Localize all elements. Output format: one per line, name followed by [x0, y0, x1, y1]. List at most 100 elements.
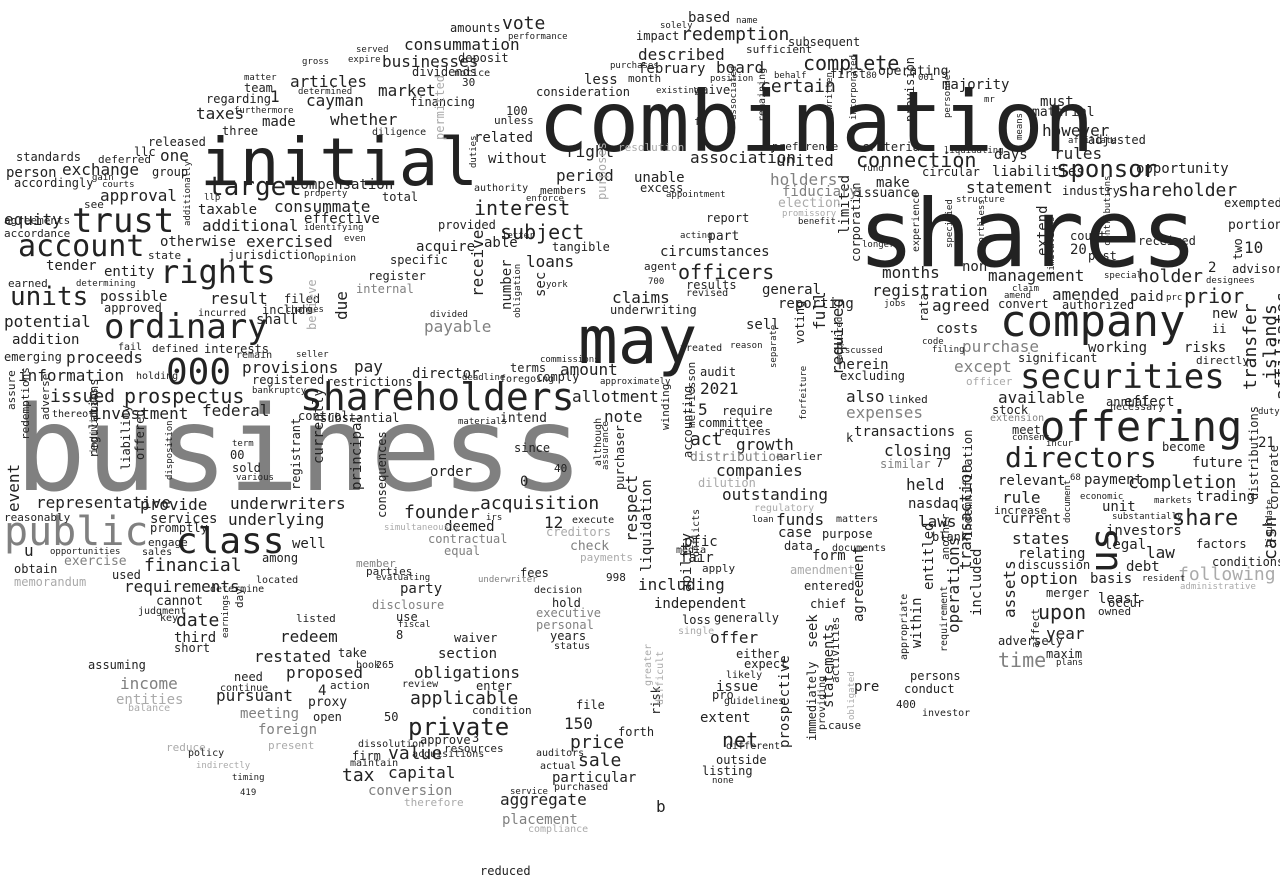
word-waiver: waiver [454, 631, 498, 645]
word-timing: timing [232, 773, 265, 783]
word-company: company [1000, 296, 1186, 347]
word-internal: internal [356, 282, 414, 296]
word-claims: claims [612, 288, 670, 307]
word-jobs: jobs [884, 299, 906, 309]
word-association: association [690, 148, 796, 167]
word-executive: executive [536, 606, 602, 620]
word-months: months [882, 263, 940, 282]
word-001: 001 [918, 73, 935, 83]
word-excess: excess [640, 181, 684, 195]
word-compensation: compensation [292, 177, 394, 193]
word-forfeiture: forfeiture [799, 365, 809, 420]
word-holders: holders [770, 170, 838, 189]
word-determined: determined [298, 87, 353, 97]
word-issue: issue [716, 679, 759, 695]
word-gain: gain [92, 173, 114, 183]
word-described: described [638, 45, 725, 64]
word-opportunities: opportunities [50, 547, 121, 557]
word-accordingly: accordingly [14, 176, 94, 190]
word-700: 700 [648, 277, 665, 287]
word-distribution: distribution [690, 450, 784, 465]
word-special: special [1104, 271, 1142, 281]
word-agent: agent [644, 260, 678, 273]
word-payments: payments [580, 551, 633, 564]
word-annual: annual [1106, 395, 1150, 409]
word-otherwise: otherwise [160, 234, 236, 250]
word-memorandum: memorandum [14, 575, 87, 589]
word-earned: earned [8, 277, 48, 290]
word-number: number [499, 259, 515, 310]
word-based: based [688, 10, 731, 26]
word-interest: interest [474, 196, 571, 220]
word-however: however [1042, 121, 1110, 140]
word-pro: pro [712, 688, 734, 702]
word-forth: forth [618, 725, 655, 739]
word-document: document [1063, 479, 1073, 523]
word-officer: officer [966, 375, 1013, 388]
word-deposit: deposit [458, 51, 509, 65]
word-business: business [15, 380, 584, 518]
word-llp: llp [204, 193, 221, 203]
word-matters: matters [836, 514, 879, 525]
word-promissory: promissory [782, 209, 837, 219]
word-7: 7 [936, 456, 944, 470]
word-result: result [210, 289, 268, 308]
word-fund: fund [862, 164, 884, 174]
word-claim: claim [1012, 284, 1040, 294]
word-whether: whether [330, 110, 398, 129]
word-furthermore: furthermore [234, 106, 294, 116]
word-liability: liability [119, 404, 133, 470]
word-waive: waive [694, 83, 731, 97]
word-conversion: conversion [368, 783, 453, 799]
word-obtain: obtain [14, 562, 58, 576]
word-one: one [160, 146, 189, 165]
word-affiliate: affiliate [1068, 136, 1117, 146]
word-contributions: contributions [1103, 175, 1113, 246]
word-30: 30 [462, 76, 476, 89]
word-remain: remain [236, 350, 273, 361]
word-balance: balance [128, 703, 171, 714]
word-increase: increase [994, 504, 1047, 517]
word-rights: rights [160, 253, 276, 291]
word-appointment: appointment [666, 190, 726, 200]
word-thereof: thereof [52, 409, 95, 420]
word-unable: unable [634, 170, 685, 186]
word-investors: investors [1106, 523, 1182, 539]
word-combination: combination [538, 73, 1095, 171]
word-loss: loss [682, 613, 711, 627]
word-members: members [540, 184, 587, 197]
word-apply: apply [702, 562, 736, 575]
word-principal: principal [349, 414, 365, 490]
word-advisors: advisors [1232, 262, 1280, 276]
word-proxy: proxy [308, 695, 348, 710]
word-full: full [810, 291, 829, 330]
word-provide: provide [140, 495, 208, 514]
word-potential: potential [4, 312, 91, 331]
word-engage: engage [148, 536, 188, 549]
word-determining: determining [76, 279, 136, 289]
word-filing: filing [932, 345, 965, 355]
word-sale: sale [578, 750, 622, 771]
word-unless: unless [494, 114, 534, 127]
word-intend: intend [500, 411, 547, 426]
word-changes: changes [286, 305, 324, 315]
word-provision: provision [903, 56, 917, 122]
word-individuals: individuals [89, 387, 100, 454]
word-form: form [812, 548, 846, 564]
word-used: used [112, 568, 141, 582]
word-amended: amended [1052, 285, 1120, 304]
word-report: report [706, 211, 750, 225]
word-event: event [4, 463, 23, 512]
word-conduct: conduct [904, 682, 955, 696]
word-must: must [1040, 94, 1074, 110]
word-additional: additional [202, 216, 299, 235]
word-information: information [18, 366, 124, 385]
word-80: 80 [866, 71, 877, 81]
word-state: state [148, 249, 182, 262]
word-statement: statement [966, 178, 1053, 197]
word-income: income [120, 674, 178, 693]
word-2: 2 [1208, 260, 1217, 276]
word-class: class [176, 521, 285, 562]
word-regarding: regarding [206, 92, 272, 106]
word-exercised: exercised [246, 232, 333, 251]
